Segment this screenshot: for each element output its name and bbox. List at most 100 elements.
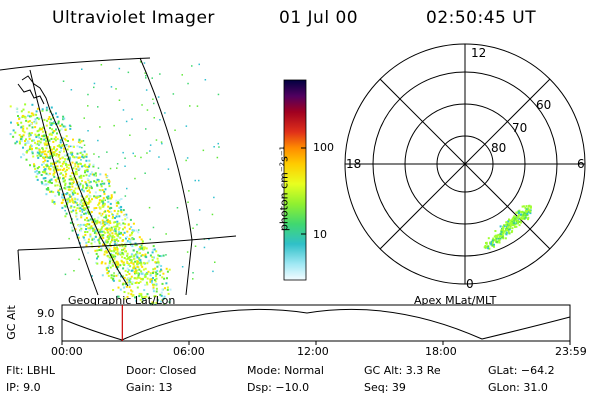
emission-pixel xyxy=(98,230,101,233)
emission-pixel xyxy=(507,230,510,233)
emission-pixel xyxy=(88,191,91,194)
emission-pixel xyxy=(107,274,110,277)
emission-pixel xyxy=(35,136,38,138)
emission-pixel xyxy=(18,117,21,120)
emission-pixel xyxy=(60,172,63,175)
emission-pixel xyxy=(525,208,528,211)
emission-pixel xyxy=(70,125,72,127)
emission-pixel xyxy=(119,288,122,291)
emission-pixel xyxy=(155,250,158,253)
emission-pixel xyxy=(36,151,39,154)
emission-pixel xyxy=(117,210,120,213)
emission-pixel xyxy=(139,259,142,262)
emission-pixel xyxy=(129,281,132,284)
emission-pixel xyxy=(106,236,109,239)
emission-pixel xyxy=(89,173,92,176)
emission-pixel xyxy=(50,162,52,165)
emission-pixel xyxy=(81,208,84,211)
emission-pixel xyxy=(164,287,166,290)
emission-pixel xyxy=(111,235,114,238)
emission-pixel xyxy=(53,169,56,172)
emission-pixel xyxy=(150,280,153,282)
emission-pixel xyxy=(36,140,39,143)
emission-pixel xyxy=(97,216,100,219)
emission-pixel xyxy=(217,93,220,96)
emission-pixel xyxy=(44,179,47,182)
emission-pixel xyxy=(521,214,524,217)
emission-pixel xyxy=(113,243,116,246)
emission-pixel xyxy=(134,268,137,271)
emission-pixel xyxy=(53,201,56,204)
emission-pixel xyxy=(144,253,147,256)
emission-pixel xyxy=(138,258,141,260)
emission-pixel xyxy=(77,224,80,227)
emission-pixel xyxy=(71,161,74,164)
emission-pixel xyxy=(118,227,121,229)
emission-pixel xyxy=(86,219,89,222)
emission-pixel xyxy=(115,199,118,202)
emission-pixel xyxy=(169,299,172,302)
emission-pixel xyxy=(161,298,164,301)
emission-pixel xyxy=(119,251,122,254)
emission-pixel xyxy=(58,144,61,147)
emission-pixel xyxy=(525,210,528,213)
emission-pixel xyxy=(149,274,152,277)
emission-pixel xyxy=(118,99,121,101)
emission-pixel xyxy=(141,104,143,106)
emission-pixel xyxy=(135,281,138,284)
emission-pixel xyxy=(131,118,133,120)
emission-pixel xyxy=(103,241,106,244)
emission-pixel xyxy=(143,289,146,292)
emission-pixel xyxy=(112,289,115,291)
emission-pixel xyxy=(80,229,82,232)
emission-pixel xyxy=(113,236,116,238)
emission-pixel xyxy=(70,89,73,91)
emission-pixel xyxy=(84,155,86,158)
emission-pixel xyxy=(140,255,142,257)
emission-pixel xyxy=(123,264,126,266)
emission-pixel xyxy=(76,173,78,176)
emission-pixel xyxy=(491,239,494,242)
emission-pixel xyxy=(93,240,96,243)
emission-pixel xyxy=(160,268,162,271)
emission-pixel xyxy=(133,229,136,232)
emission-pixel xyxy=(131,229,134,232)
emission-pixel xyxy=(122,222,125,225)
emission-pixel xyxy=(520,211,523,214)
emission-pixel xyxy=(68,124,71,127)
emission-pixel xyxy=(105,239,108,242)
emission-pixel xyxy=(139,61,142,63)
emission-pixel xyxy=(134,267,137,270)
emission-pixel xyxy=(93,228,96,231)
emission-pixel xyxy=(134,272,136,275)
emission-pixel xyxy=(121,245,124,248)
emission-pixel xyxy=(143,296,146,299)
emission-pixel xyxy=(490,243,493,246)
emission-pixel xyxy=(75,170,77,173)
emission-pixel xyxy=(73,156,76,159)
emission-pixel xyxy=(149,272,152,275)
emission-pixel xyxy=(84,163,87,166)
emission-pixel xyxy=(74,209,77,212)
emission-pixel xyxy=(111,213,114,216)
emission-pixel xyxy=(54,194,57,197)
emission-pixel xyxy=(139,298,142,301)
emission-pixel xyxy=(149,278,152,281)
emission-pixel xyxy=(487,247,490,250)
emission-pixel xyxy=(88,174,91,177)
emission-pixel xyxy=(146,283,149,286)
emission-pixel xyxy=(54,149,57,152)
emission-pixel xyxy=(148,206,151,209)
emission-pixel xyxy=(135,229,138,232)
emission-pixel xyxy=(15,140,18,143)
emission-pixel xyxy=(114,230,117,233)
emission-pixel xyxy=(90,211,93,213)
emission-pixel xyxy=(64,209,66,212)
emission-pixel xyxy=(36,142,39,145)
emission-pixel xyxy=(203,246,206,249)
emission-pixel xyxy=(70,177,73,180)
emission-pixel xyxy=(72,138,74,141)
emission-pixel xyxy=(49,127,51,130)
emission-pixel xyxy=(17,115,19,117)
emission-pixel xyxy=(67,164,70,167)
